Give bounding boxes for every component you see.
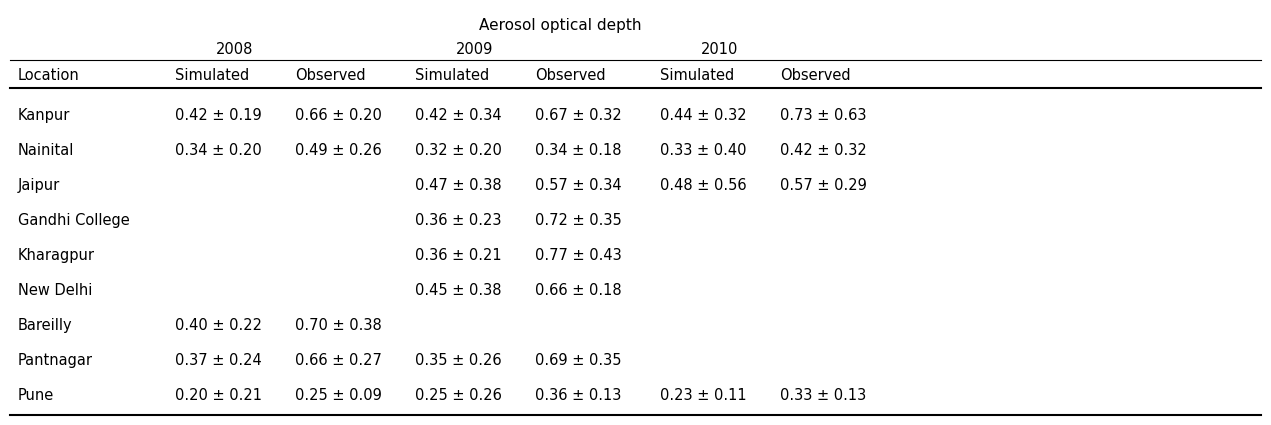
Text: 2010: 2010 <box>702 42 738 57</box>
Text: 0.42 ± 0.19: 0.42 ± 0.19 <box>175 108 262 123</box>
Text: 0.49 ± 0.26: 0.49 ± 0.26 <box>295 143 381 158</box>
Text: 0.33 ± 0.13: 0.33 ± 0.13 <box>780 388 867 403</box>
Text: Aerosol optical depth: Aerosol optical depth <box>479 18 642 33</box>
Text: Bareilly: Bareilly <box>18 318 72 333</box>
Text: 0.40 ± 0.22: 0.40 ± 0.22 <box>175 318 262 333</box>
Text: 0.23 ± 0.11: 0.23 ± 0.11 <box>660 388 746 403</box>
Text: 0.70 ± 0.38: 0.70 ± 0.38 <box>295 318 381 333</box>
Text: 0.57 ± 0.29: 0.57 ± 0.29 <box>780 178 867 193</box>
Text: 0.35 ± 0.26: 0.35 ± 0.26 <box>416 353 502 368</box>
Text: 0.66 ± 0.18: 0.66 ± 0.18 <box>535 283 622 298</box>
Text: 2009: 2009 <box>456 42 493 57</box>
Text: Gandhi College: Gandhi College <box>18 213 130 228</box>
Text: 0.42 ± 0.32: 0.42 ± 0.32 <box>780 143 867 158</box>
Text: 0.37 ± 0.24: 0.37 ± 0.24 <box>175 353 262 368</box>
Text: Simulated: Simulated <box>175 68 249 83</box>
Text: 0.57 ± 0.34: 0.57 ± 0.34 <box>535 178 622 193</box>
Text: 0.67 ± 0.32: 0.67 ± 0.32 <box>535 108 622 123</box>
Text: 0.36 ± 0.23: 0.36 ± 0.23 <box>416 213 502 228</box>
Text: 0.34 ± 0.20: 0.34 ± 0.20 <box>175 143 262 158</box>
Text: 0.34 ± 0.18: 0.34 ± 0.18 <box>535 143 622 158</box>
Text: 0.47 ± 0.38: 0.47 ± 0.38 <box>416 178 502 193</box>
Text: Simulated: Simulated <box>416 68 489 83</box>
Text: 0.45 ± 0.38: 0.45 ± 0.38 <box>416 283 502 298</box>
Text: 0.72 ± 0.35: 0.72 ± 0.35 <box>535 213 622 228</box>
Text: 0.42 ± 0.34: 0.42 ± 0.34 <box>416 108 502 123</box>
Text: Simulated: Simulated <box>660 68 735 83</box>
Text: 0.20 ± 0.21: 0.20 ± 0.21 <box>175 388 262 403</box>
Text: Observed: Observed <box>535 68 605 83</box>
Text: 0.36 ± 0.21: 0.36 ± 0.21 <box>416 248 502 263</box>
Text: Location: Location <box>18 68 80 83</box>
Text: 0.69 ± 0.35: 0.69 ± 0.35 <box>535 353 622 368</box>
Text: 0.33 ± 0.40: 0.33 ± 0.40 <box>660 143 746 158</box>
Text: 0.73 ± 0.63: 0.73 ± 0.63 <box>780 108 867 123</box>
Text: Pune: Pune <box>18 388 55 403</box>
Text: 2008: 2008 <box>216 42 254 57</box>
Text: Kanpur: Kanpur <box>18 108 70 123</box>
Text: 0.44 ± 0.32: 0.44 ± 0.32 <box>660 108 746 123</box>
Text: Jaipur: Jaipur <box>18 178 60 193</box>
Text: Pantnagar: Pantnagar <box>18 353 93 368</box>
Text: 0.25 ± 0.09: 0.25 ± 0.09 <box>295 388 381 403</box>
Text: 0.77 ± 0.43: 0.77 ± 0.43 <box>535 248 622 263</box>
Text: New Delhi: New Delhi <box>18 283 93 298</box>
Text: Observed: Observed <box>295 68 366 83</box>
Text: 0.48 ± 0.56: 0.48 ± 0.56 <box>660 178 746 193</box>
Text: 0.66 ± 0.27: 0.66 ± 0.27 <box>295 353 381 368</box>
Text: 0.25 ± 0.26: 0.25 ± 0.26 <box>416 388 502 403</box>
Text: Observed: Observed <box>780 68 850 83</box>
Text: Kharagpur: Kharagpur <box>18 248 95 263</box>
Text: Nainital: Nainital <box>18 143 75 158</box>
Text: 0.36 ± 0.13: 0.36 ± 0.13 <box>535 388 622 403</box>
Text: 0.32 ± 0.20: 0.32 ± 0.20 <box>416 143 502 158</box>
Text: 0.66 ± 0.20: 0.66 ± 0.20 <box>295 108 381 123</box>
